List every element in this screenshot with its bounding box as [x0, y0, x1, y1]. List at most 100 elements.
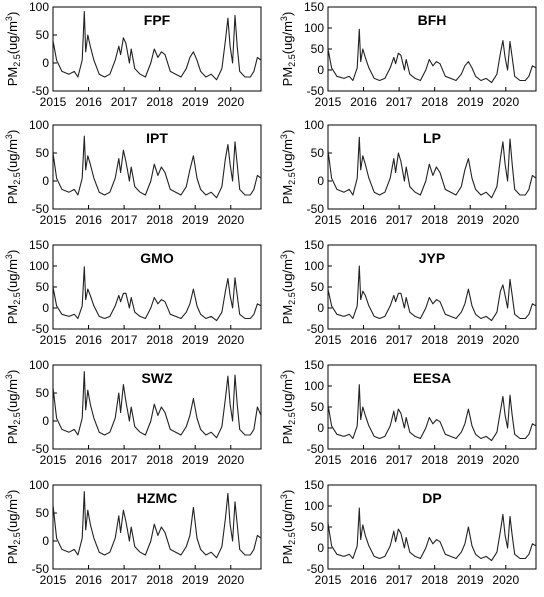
panel-swz: -50 0 50 100 2015 2016 2017 2018 2019 2020 PM2.5(u… [4, 358, 262, 467]
x-tick-label: 2016 [350, 573, 377, 587]
y-tick-label: 0 [317, 174, 324, 188]
x-tick-label: 2019 [457, 333, 484, 347]
y-tick-label: 50 [36, 28, 50, 42]
y-tick-label: -50 [307, 202, 325, 216]
y-tick-label: -50 [307, 442, 325, 456]
x-tick-label: 2018 [146, 453, 173, 467]
panel-ipt: -50 0 50 100 2015 2016 2017 2018 2019 2020 PM2.5(u… [4, 118, 262, 227]
x-tick-label: 2016 [75, 213, 102, 227]
y-tick-label: 50 [36, 386, 50, 400]
series-line [328, 507, 536, 562]
panel-hzmc: -50 0 50 100 2015 2016 2017 2018 2019 2020 PM2.5(u… [4, 478, 262, 587]
y-tick-label: 100 [304, 118, 324, 132]
x-tick-label: 2018 [421, 95, 448, 109]
plot-frame [52, 6, 262, 92]
panel-title: JYP [419, 250, 445, 266]
y-axis-label: PM2.5(ug/m3) [279, 130, 297, 205]
panel-title: IPT [146, 130, 168, 146]
x-tick-label: 2017 [386, 213, 413, 227]
x-tick-label: 2020 [492, 453, 519, 467]
x-tick-label: 2016 [350, 453, 377, 467]
panel-title: SWZ [141, 370, 173, 386]
series-line [328, 136, 536, 199]
y-tick-label: 50 [36, 506, 50, 520]
x-tick-label: 2016 [75, 95, 102, 109]
plot-frame [327, 124, 537, 210]
panel-gmo: -50 0 50 100 150 2015 2016 2017 2018 2019 2020 PM2.… [4, 238, 262, 347]
y-axis-label: PM2.5(ug/m3) [279, 12, 297, 87]
y-axis-label: PM2.5(ug/m3) [279, 370, 297, 445]
x-tick-label: 2018 [421, 213, 448, 227]
x-tick-label: 2019 [182, 213, 209, 227]
x-tick-label: 2015 [40, 95, 67, 109]
series-line [53, 266, 261, 322]
y-tick-label: 150 [304, 478, 324, 492]
y-tick-label: 0 [42, 56, 49, 70]
x-tick-label: 2016 [350, 95, 377, 109]
x-tick-label: 2016 [350, 213, 377, 227]
y-tick-label: 50 [311, 42, 325, 56]
y-tick-label: 0 [317, 421, 324, 435]
y-tick-label: 50 [311, 520, 325, 534]
x-tick-label: 2015 [40, 573, 67, 587]
y-tick-label: 50 [311, 146, 325, 160]
x-tick-label: 2015 [315, 453, 342, 467]
panel-title: LP [423, 130, 441, 146]
x-tick-label: 2017 [111, 573, 138, 587]
x-tick-label: 2020 [217, 573, 244, 587]
x-tick-label: 2015 [40, 453, 67, 467]
y-tick-label: 50 [311, 400, 325, 414]
y-tick-label: -50 [307, 84, 325, 98]
x-tick-label: 2017 [386, 95, 413, 109]
y-tick-label: 150 [304, 238, 324, 252]
x-tick-label: 2016 [350, 333, 377, 347]
y-tick-label: 100 [29, 0, 49, 14]
y-tick-label: 100 [29, 259, 49, 273]
series-line [53, 491, 261, 559]
y-tick-label: -50 [307, 562, 325, 576]
y-tick-label: -50 [32, 322, 50, 336]
x-tick-label: 2016 [75, 573, 102, 587]
panel-jyp: -50 0 50 100 150 2015 2016 2017 2018 2019 2020 PM2.… [279, 238, 537, 347]
plot-frame [52, 484, 262, 570]
y-tick-label: 0 [317, 63, 324, 77]
y-tick-label: -50 [307, 322, 325, 336]
y-tick-label: 0 [42, 414, 49, 428]
series-line [53, 135, 261, 199]
y-tick-label: 0 [42, 301, 49, 315]
series-line [53, 371, 261, 439]
x-tick-label: 2020 [492, 333, 519, 347]
x-tick-label: 2018 [146, 573, 173, 587]
series-line [53, 10, 261, 81]
x-tick-label: 2015 [315, 95, 342, 109]
series-line [328, 265, 536, 322]
y-tick-label: -50 [32, 442, 50, 456]
y-axis-label: PM2.5(ug/m3) [4, 130, 22, 205]
panel-title: GMO [140, 250, 174, 266]
x-tick-label: 2016 [75, 333, 102, 347]
x-tick-label: 2019 [182, 95, 209, 109]
x-tick-label: 2017 [386, 453, 413, 467]
x-tick-label: 2020 [217, 213, 244, 227]
x-tick-label: 2018 [146, 213, 173, 227]
panel-title: HZMC [137, 490, 177, 506]
x-tick-label: 2018 [146, 95, 173, 109]
x-tick-label: 2015 [40, 333, 67, 347]
x-tick-label: 2017 [386, 573, 413, 587]
x-tick-label: 2019 [182, 573, 209, 587]
x-tick-label: 2020 [492, 95, 519, 109]
x-tick-label: 2019 [182, 333, 209, 347]
x-tick-label: 2017 [111, 453, 138, 467]
panel-title: DP [422, 490, 441, 506]
x-tick-label: 2020 [492, 573, 519, 587]
x-tick-label: 2015 [315, 573, 342, 587]
y-tick-label: 100 [304, 379, 324, 393]
y-axis-label: PM2.5(ug/m3) [4, 370, 22, 445]
y-tick-label: 150 [304, 358, 324, 372]
x-tick-label: 2015 [315, 213, 342, 227]
y-tick-label: 0 [42, 174, 49, 188]
y-axis-label: PM2.5(ug/m3) [4, 250, 22, 325]
y-tick-label: 100 [29, 478, 49, 492]
y-axis-label: PM2.5(ug/m3) [4, 12, 22, 87]
x-tick-label: 2018 [421, 453, 448, 467]
